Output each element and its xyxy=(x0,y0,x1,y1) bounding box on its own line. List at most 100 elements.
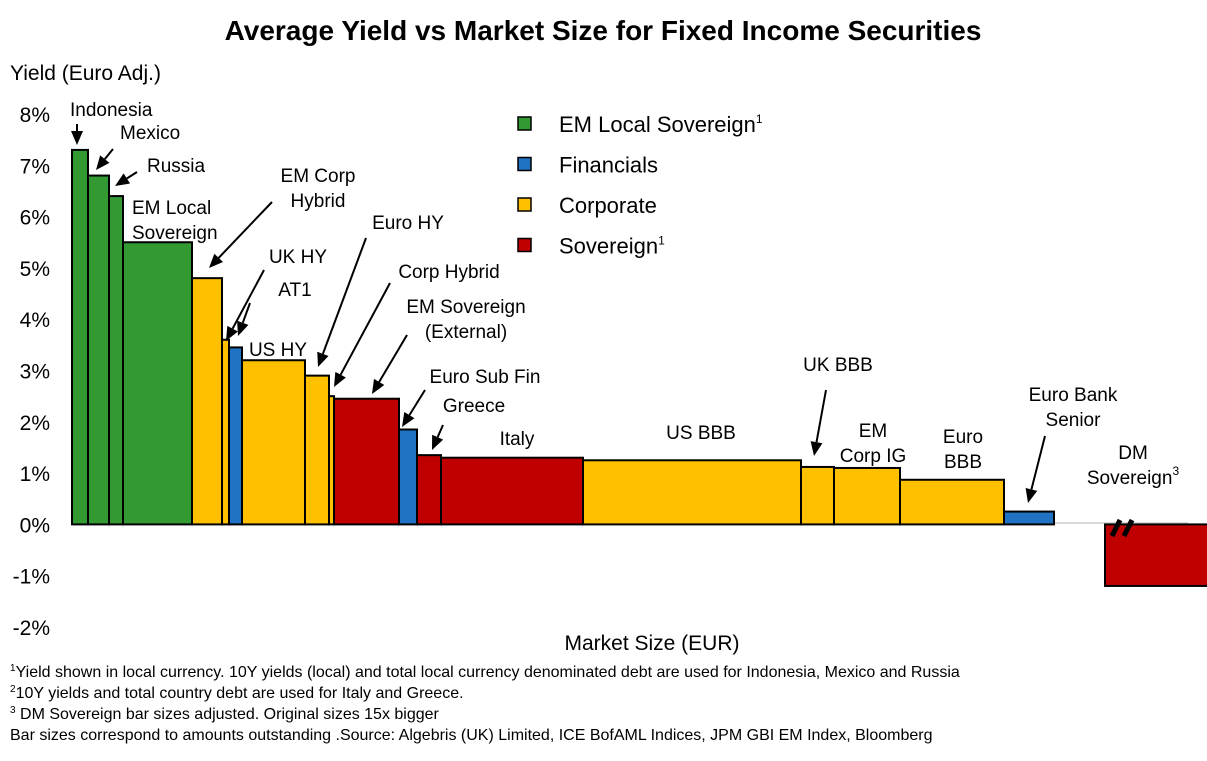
footnote-line: Bar sizes correspond to amounts outstand… xyxy=(10,727,933,744)
bar-label-dm-sovereign: DM xyxy=(1118,443,1148,464)
bar-italy xyxy=(440,456,584,526)
bar-em-corp-hybrid xyxy=(191,277,223,526)
bar-uk-hy xyxy=(221,338,230,526)
y-tick-label: 1% xyxy=(20,463,50,486)
callout-arrow xyxy=(104,148,114,160)
callout-arrow xyxy=(1030,435,1046,490)
legend-swatch-em-local-sovereign xyxy=(517,116,532,131)
legend-label-financials: Financials xyxy=(559,153,658,178)
callout-arrowhead xyxy=(115,173,131,186)
callout-arrowhead xyxy=(317,351,329,367)
y-axis-ticks: 8% 7% 6% 5% 4% 3% 2% 1% 0% -1% -2% xyxy=(13,104,50,640)
callout-arrow xyxy=(321,237,367,355)
chart-title: Average Yield vs Market Size for Fixed I… xyxy=(225,15,982,46)
callout-arrow xyxy=(436,424,444,438)
bar-label-uk-hy: UK HY xyxy=(269,247,327,268)
bar-label-euro-sub-fin: Euro Sub Fin xyxy=(430,367,541,388)
bar-euro-sub-fin xyxy=(398,428,418,526)
bar-label-em-local-sovereign: Sovereign xyxy=(132,223,218,244)
bar-em-sovereign-external xyxy=(333,397,400,526)
y-tick-label: 0% xyxy=(20,514,50,537)
legend-swatch-sovereign xyxy=(517,237,532,253)
y-tick-label: -1% xyxy=(13,566,50,589)
bar-label-em-corp-hybrid: EM Corp xyxy=(281,166,356,187)
callout-arrowhead xyxy=(402,411,415,427)
legend: EM Local Sovereign1 Financials Corporate So… xyxy=(517,112,763,259)
legend-label-em-local-sovereign: EM Local Sovereign1 xyxy=(559,112,763,137)
legend-label-sovereign: Sovereign1 xyxy=(559,234,665,259)
callout-arrowhead xyxy=(237,320,249,336)
bar-at1 xyxy=(228,346,243,526)
callout-arrowhead xyxy=(810,441,823,456)
x-axis-label: Market Size (EUR) xyxy=(564,632,739,655)
y-tick-label: 2% xyxy=(20,412,50,435)
bar-label-us-hy: US HY xyxy=(249,340,307,361)
footnote-line: 210Y yields and total country debt are u… xyxy=(10,684,464,703)
bar-label-em-corp-ig: Corp IG xyxy=(840,446,907,467)
bar-label-em-sovereign-external: (External) xyxy=(425,322,507,343)
footnotes: 1Yield shown in local currency. 10Y yiel… xyxy=(10,662,960,746)
bar-label-corp-hybrid: Corp Hybrid xyxy=(398,262,499,283)
footnote-line: 3 DM Sovereign bar sizes adjusted. Origi… xyxy=(10,705,439,724)
bar-uk-bbb xyxy=(800,465,835,526)
bar-label-euro-bank-senior: Senior xyxy=(1046,410,1102,431)
bar-label-indonesia: Indonesia xyxy=(70,100,153,121)
footnote-line: 1Yield shown in local currency. 10Y yiel… xyxy=(10,663,960,682)
bar-label-greece: Greece xyxy=(443,396,505,417)
callout-arrowhead xyxy=(372,378,385,394)
bar-label-euro-hy: Euro HY xyxy=(372,213,444,234)
callout-arrowhead xyxy=(96,155,110,170)
y-tick-label: 3% xyxy=(20,361,50,384)
yield-vs-size-chart: Average Yield vs Market Size for Fixed I… xyxy=(10,15,1207,655)
bar-label-us-bbb: US BBB xyxy=(666,423,736,444)
y-axis-label: Yield (Euro Adj.) xyxy=(10,62,161,85)
bar-label-mexico: Mexico xyxy=(120,123,180,144)
callout-arrow xyxy=(231,269,265,330)
callout-arrow xyxy=(217,201,273,259)
bar-indonesia xyxy=(71,148,89,526)
bar-label-uk-bbb: UK BBB xyxy=(803,355,873,376)
bar-em-corp-ig xyxy=(833,466,901,526)
legend-swatch-financials xyxy=(517,156,532,172)
callout-arrowhead xyxy=(226,325,238,341)
bar-mexico xyxy=(87,174,110,526)
y-tick-label: 6% xyxy=(20,207,50,230)
bar-label-italy: Italy xyxy=(500,429,535,450)
bar-russia xyxy=(108,195,124,526)
callout-arrow xyxy=(815,389,827,443)
bar-label-euro-bbb: Euro xyxy=(943,427,983,448)
bar-label-em-sovereign-external: EM Sovereign xyxy=(406,297,525,318)
bars-group xyxy=(71,148,1207,587)
y-tick-label: 5% xyxy=(20,258,50,281)
callout-arrowhead xyxy=(432,434,444,450)
bar-label-em-corp-hybrid: Hybrid xyxy=(291,191,346,212)
y-tick-label: 8% xyxy=(20,104,50,127)
bar-label-em-corp-ig: EM xyxy=(859,421,888,442)
bar-em-local-sovereign xyxy=(122,241,193,526)
y-tick-label: 7% xyxy=(20,155,50,178)
bar-us-hy xyxy=(241,359,306,526)
callout-arrow xyxy=(408,389,426,416)
callout-arrow xyxy=(241,302,251,324)
callout-arrowhead xyxy=(1025,487,1038,503)
bar-us-bbb xyxy=(582,459,802,526)
callout-arrowhead xyxy=(71,131,83,145)
bar-euro-bbb xyxy=(899,478,1005,526)
bar-greece xyxy=(416,454,442,526)
callout-arrow xyxy=(126,171,138,180)
legend-label-corporate: Corporate xyxy=(559,193,657,218)
axis-break-mark xyxy=(1109,518,1135,538)
bar-label-euro-bank-senior: Euro Bank xyxy=(1029,385,1118,406)
callout-arrowhead xyxy=(209,253,224,268)
y-tick-label: 4% xyxy=(20,309,50,332)
legend-swatch-corporate xyxy=(517,197,532,212)
callout-arrow xyxy=(378,334,408,383)
bar-label-russia: Russia xyxy=(147,156,206,177)
bar-euro-hy xyxy=(304,374,330,526)
callout-arrowhead xyxy=(334,371,346,387)
callout-arrow xyxy=(339,282,391,376)
y-tick-label: -2% xyxy=(13,617,50,640)
bar-label-dm-sovereign: Sovereign3 xyxy=(1087,464,1180,489)
bar-euro-bank-senior xyxy=(1003,510,1055,526)
